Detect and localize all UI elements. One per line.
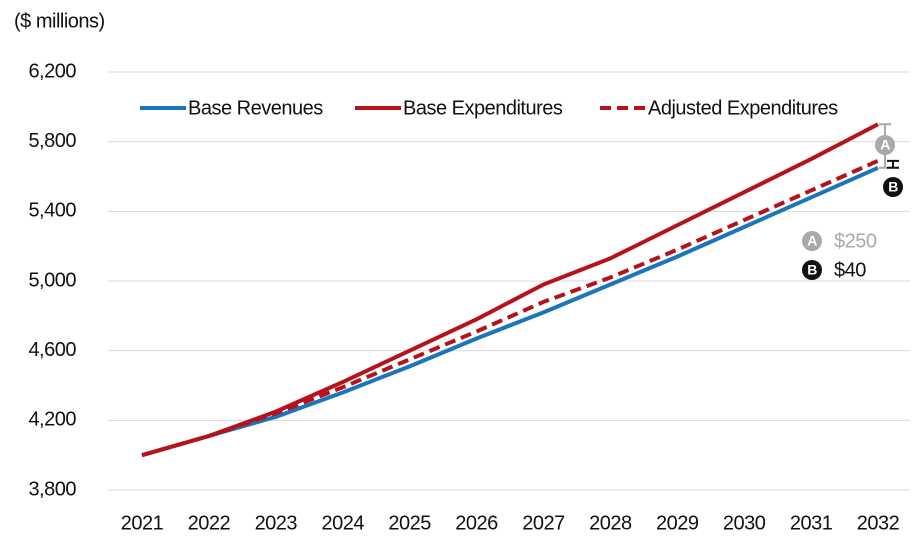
y-tick-label: 4,200: [28, 409, 76, 431]
x-tick-label: 2027: [522, 512, 565, 534]
y-axis-label: ($ millions): [14, 10, 105, 32]
annotation-key-marker-label: B: [807, 262, 817, 278]
x-tick-label: 2022: [188, 512, 231, 534]
y-tick-label: 3,800: [28, 478, 76, 500]
annotation-marker-label: B: [888, 179, 898, 195]
y-tick-label: 4,600: [28, 339, 76, 361]
annotation-key-marker: [802, 231, 822, 251]
series-line: [141, 165, 879, 458]
legend-label: Base Revenues: [188, 97, 323, 119]
y-tick-label: 6,200: [28, 60, 76, 82]
y-tick-label: 5,400: [28, 200, 76, 222]
series-line: [141, 158, 879, 458]
legend-label: Base Expenditures: [403, 97, 563, 119]
y-tick-label: 5,000: [28, 269, 76, 291]
x-tick-label: 2026: [455, 512, 498, 534]
annotation-key-marker-label: A: [807, 233, 817, 249]
y-tick-label: 5,800: [28, 130, 76, 152]
annotation-key-marker: [802, 260, 822, 280]
legend-label: Adjusted Expenditures: [648, 97, 838, 119]
x-tick-label: 2025: [388, 512, 431, 534]
x-tick-label: 2031: [790, 512, 833, 534]
annotation-marker-label: A: [880, 137, 890, 153]
x-tick-label: 2029: [656, 512, 699, 534]
annotation-marker: [875, 135, 895, 155]
annotation-key-label: $40: [834, 259, 866, 281]
x-tick-label: 2030: [723, 512, 766, 534]
series-line: [141, 122, 879, 458]
annotation-key-label: $250: [834, 230, 877, 252]
x-tick-label: 2023: [255, 512, 298, 534]
x-tick-label: 2021: [121, 512, 164, 534]
x-tick-label: 2028: [589, 512, 632, 534]
annotation-bracket: [887, 159, 899, 169]
annotation-marker: [883, 177, 903, 197]
x-tick-label: 2032: [857, 512, 900, 534]
x-tick-label: 2024: [321, 512, 364, 534]
